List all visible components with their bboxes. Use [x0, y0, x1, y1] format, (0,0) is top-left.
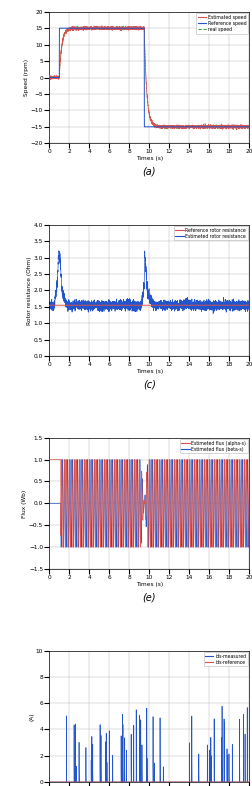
Y-axis label: Speed (rpm): Speed (rpm) [24, 59, 29, 96]
Text: (a): (a) [142, 167, 155, 177]
X-axis label: Times (s): Times (s) [135, 582, 162, 587]
Y-axis label: (A): (A) [29, 712, 34, 721]
Text: (c): (c) [142, 380, 155, 390]
Legend: Reference rotor resistance, Estimeted rotor resistance: Reference rotor resistance, Estimeted ro… [173, 226, 247, 241]
Y-axis label: Flux (Wb): Flux (Wb) [22, 489, 27, 517]
Legend: ids-measured, ids-reference: ids-measured, ids-reference [203, 652, 247, 667]
Y-axis label: Rotor resistance (Ohm): Rotor resistance (Ohm) [27, 256, 32, 325]
Legend: Estimeted flux (alpha-s), Estimeted flux (beta-s): Estimeted flux (alpha-s), Estimeted flux… [179, 439, 247, 454]
Text: (e): (e) [142, 593, 155, 603]
Legend: Estimated speed, Reference speed, real speed: Estimated speed, Reference speed, real s… [195, 13, 247, 34]
X-axis label: Times (s): Times (s) [135, 369, 162, 374]
X-axis label: Times (s): Times (s) [135, 156, 162, 161]
